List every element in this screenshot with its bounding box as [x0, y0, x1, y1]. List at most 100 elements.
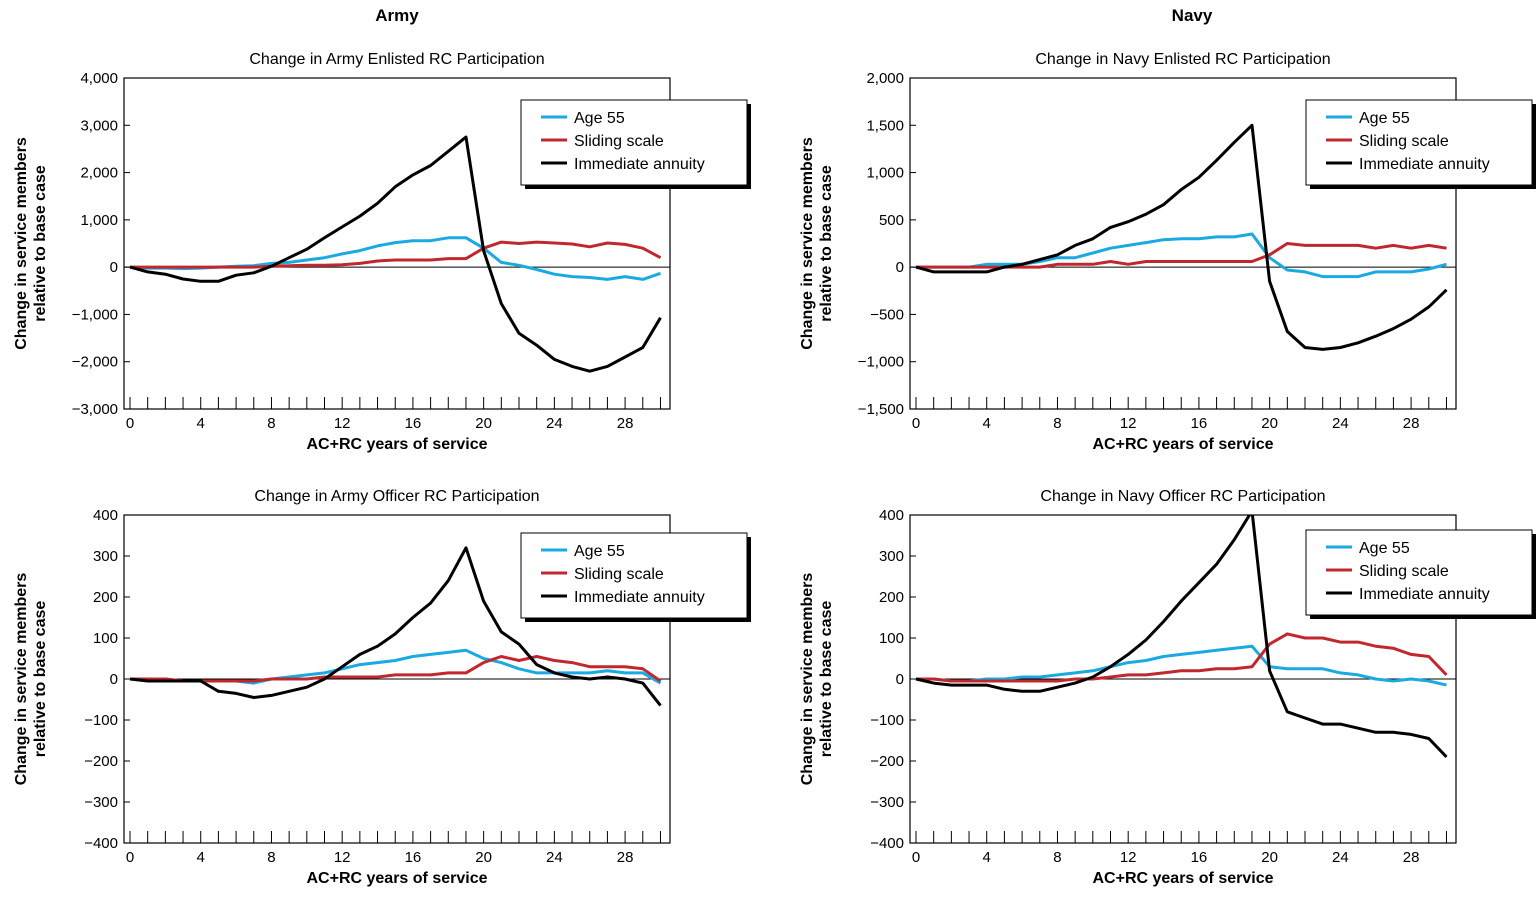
y-tick-label: 0: [896, 671, 904, 688]
y-tick-label: −1,000: [858, 354, 904, 371]
x-tick-label: 28: [1403, 849, 1420, 866]
y-tick-label: −100: [870, 712, 904, 729]
y-tick-label: −300: [870, 794, 904, 811]
y-tick-label: 400: [879, 507, 904, 524]
y-axis-label: Change in service members relative to bas…: [13, 573, 49, 786]
x-tick-label: 4: [983, 849, 991, 866]
x-axis-label: AC+RC years of service: [1093, 870, 1274, 887]
legend-box: [520, 99, 748, 186]
x-tick-label: 8: [1053, 415, 1061, 432]
x-tick-label: 4: [983, 415, 991, 432]
y-tick-label: 1,500: [866, 117, 904, 134]
series-line-sliding: [916, 632, 1448, 683]
y-tick-label: 2,000: [80, 165, 118, 182]
legend-label: Sliding scale: [574, 566, 664, 583]
x-tick-label: 0: [912, 415, 920, 432]
x-axis-label: AC+RC years of service: [1093, 436, 1274, 453]
x-axis-label: AC+RC years of service: [307, 870, 488, 887]
x-tick-label: 28: [617, 415, 634, 432]
y-tick-label: −2,000: [72, 354, 118, 371]
series-line-sliding: [130, 655, 662, 683]
y-axis-label: Change in service members relative to bas…: [799, 573, 835, 786]
y-tick-label: −300: [84, 794, 118, 811]
legend-label: Age 55: [1359, 110, 1410, 127]
x-tick-label: 12: [334, 849, 351, 866]
chart-panel-1: Change in Navy Enlisted RC Participation…: [799, 51, 1536, 453]
y-tick-label: 0: [110, 259, 118, 276]
y-tick-label: 200: [93, 589, 118, 606]
x-tick-label: 20: [1261, 415, 1278, 432]
y-tick-label: 3,000: [80, 117, 118, 134]
x-tick-label: 16: [405, 415, 422, 432]
y-tick-label: 200: [879, 589, 904, 606]
x-tick-label: 0: [126, 849, 134, 866]
column-title-navy: Navy: [1171, 6, 1213, 25]
y-tick-label: 1,000: [80, 212, 118, 229]
x-tick-label: 8: [267, 415, 275, 432]
x-tick-label: 8: [1053, 849, 1061, 866]
plot-frame: [123, 77, 671, 410]
x-tick-label: 4: [197, 849, 205, 866]
x-tick-label: 24: [546, 849, 563, 866]
chart-panel-3: Change in Navy Officer RC Participation −…: [799, 488, 1536, 887]
x-tick-label: 20: [475, 849, 492, 866]
x-tick-label: 8: [267, 849, 275, 866]
x-tick-label: 12: [1120, 415, 1137, 432]
x-tick-label: 16: [405, 849, 422, 866]
y-axis-label: Change in service members relative to bas…: [799, 137, 835, 350]
legend-label: Immediate annuity: [1359, 586, 1490, 603]
x-tick-label: 4: [197, 415, 205, 432]
y-tick-label: −200: [84, 753, 118, 770]
legend-label: Sliding scale: [574, 133, 664, 150]
y-tick-label: −500: [870, 306, 904, 323]
x-tick-label: 28: [1403, 415, 1420, 432]
chart-title: Change in Army Officer RC Participation: [254, 488, 539, 505]
x-tick-label: 28: [617, 849, 634, 866]
legend-label: Immediate annuity: [574, 589, 705, 606]
y-tick-label: −1,000: [72, 306, 118, 323]
chart-title: Change in Navy Enlisted RC Participation: [1035, 51, 1330, 68]
chart-title: Change in Army Enlisted RC Participation: [249, 51, 544, 68]
series-line-age55: [916, 232, 1447, 279]
legend-label: Sliding scale: [1359, 563, 1449, 580]
legend-box: [520, 532, 748, 619]
legend-label: Age 55: [574, 543, 625, 560]
x-tick-label: 24: [546, 415, 563, 432]
x-tick-label: 12: [334, 415, 351, 432]
y-tick-label: −100: [84, 712, 118, 729]
y-tick-label: −400: [870, 835, 904, 852]
series-line-immediate: [915, 515, 1448, 758]
y-tick-label: −3,000: [72, 401, 118, 418]
series-line-immediate: [915, 123, 1448, 351]
column-title-army: Army: [375, 6, 419, 25]
x-tick-label: 20: [1261, 849, 1278, 866]
x-tick-label: 24: [1332, 849, 1349, 866]
x-tick-label: 24: [1332, 415, 1349, 432]
x-tick-label: 16: [1191, 415, 1208, 432]
plot-frame: [909, 77, 1457, 410]
legend-label: Sliding scale: [1359, 133, 1449, 150]
y-tick-label: 100: [93, 630, 118, 647]
y-tick-label: 400: [93, 507, 118, 524]
y-tick-label: 0: [896, 259, 904, 276]
y-tick-label: 2,000: [866, 70, 904, 87]
legend-label: Age 55: [1359, 540, 1410, 557]
y-tick-label: −400: [84, 835, 118, 852]
y-tick-label: 4,000: [80, 70, 118, 87]
x-tick-label: 20: [475, 415, 492, 432]
series-line-immediate: [129, 546, 662, 707]
y-axis-label: Change in service members relative to bas…: [13, 137, 49, 350]
series-line-age55: [916, 644, 1447, 687]
chart-title: Change in Navy Officer RC Participation: [1040, 488, 1325, 505]
legend-label: Immediate annuity: [574, 156, 705, 173]
y-tick-label: 0: [110, 671, 118, 688]
legend-label: Immediate annuity: [1359, 156, 1490, 173]
series-line-sliding: [130, 240, 662, 269]
legend-box: [1305, 529, 1533, 616]
chart-panel-0: Change in Army Enlisted RC Participation…: [13, 51, 751, 453]
y-tick-label: 500: [879, 212, 904, 229]
y-tick-label: 1,000: [866, 165, 904, 182]
y-tick-label: −1,500: [858, 401, 904, 418]
x-axis-label: AC+RC years of service: [307, 436, 488, 453]
